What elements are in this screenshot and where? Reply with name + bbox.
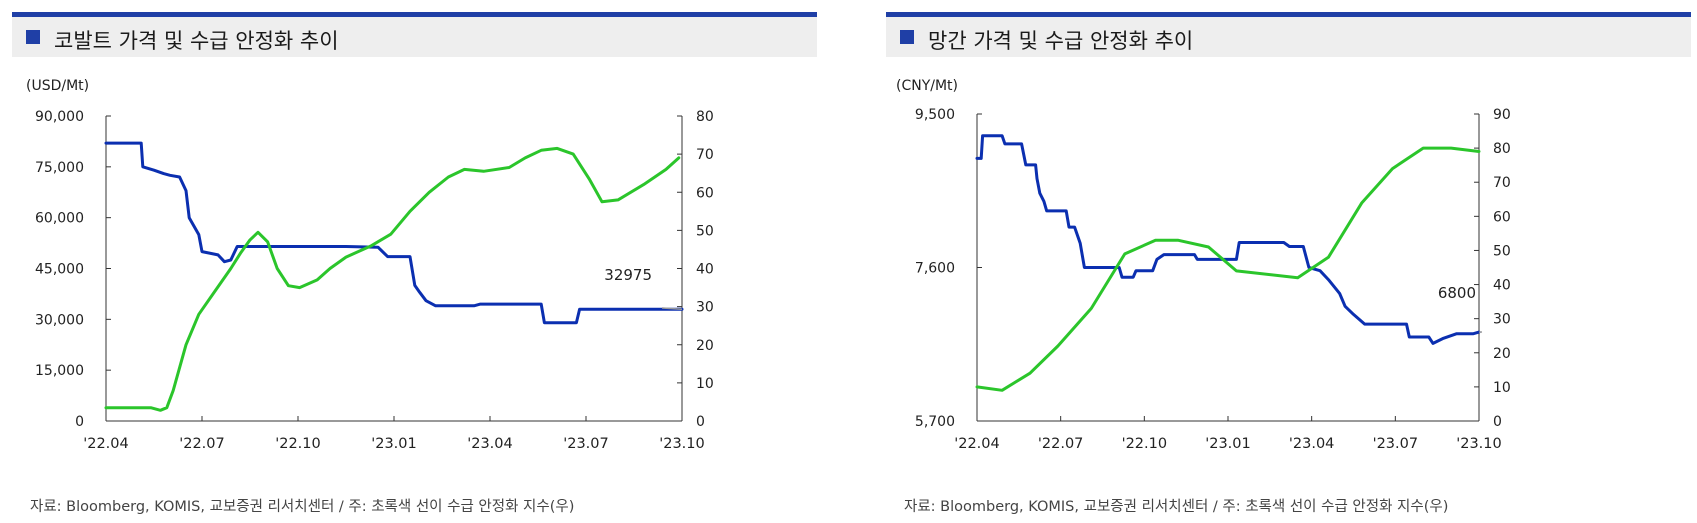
left-tick-label: 75,000 [35,160,84,176]
x-tick-label: '22.10 [275,436,321,452]
title-square-icon [26,30,40,44]
chart-title: 코발트 가격 및 수급 안정화 추이 [54,29,339,53]
right-tick-label: 60 [696,185,714,201]
x-tick-label: '23.01 [1205,436,1251,452]
right-tick-label: 0 [1493,414,1502,430]
x-tick-label: '23.01 [371,436,417,452]
right-tick-label: 70 [1493,175,1511,191]
right-tick-label: 80 [696,109,714,125]
manganese-chart: (CNY/Mt) 9,500 7,600 5,700 90 80 70 60 50 40 30 20 1… [896,78,1511,452]
cobalt-chart: (USD/Mt) 90,000 75,000 60,000 45,000 30,000 15… [26,78,714,452]
right-tick-label: 30 [696,300,714,316]
x-tick-label: '22.04 [83,436,129,452]
x-tick-label: '22.07 [179,436,225,452]
left-tick-label: 45,000 [35,262,84,278]
header-bar [12,12,817,17]
cobalt-chart-panel: 코발트 가격 및 수급 안정화 추이 (USD/Mt) 90,000 75,000 6… [12,0,817,523]
price-series-line [975,134,1481,345]
right-tick-label: 70 [696,147,714,163]
callout-leader [661,307,683,310]
x-tick-label: '22.07 [1038,436,1084,452]
right-tick-label: 10 [696,376,714,392]
header-bar [886,12,1691,17]
callout-label: 6800 [1438,284,1476,302]
right-tick-label: 90 [1493,107,1511,123]
right-tick-label: 20 [696,338,714,354]
x-tick-label: '23.10 [1456,436,1502,452]
left-tick-label: 7,600 [915,261,955,277]
right-tick-label: 30 [1493,312,1511,328]
left-tick-label: 90,000 [35,109,84,125]
right-tick-label: 80 [1493,141,1511,157]
x-tick-label: '22.10 [1122,436,1168,452]
left-tick-label: 60,000 [35,211,84,227]
price-series-line [104,141,684,325]
x-tick-label: '23.07 [1373,436,1419,452]
title-bar: 망간 가격 및 수급 안정화 추이 [886,17,1691,57]
x-tick-label: '22.04 [954,436,1000,452]
supply-index-line [975,146,1481,392]
left-tick-label: 9,500 [915,107,955,123]
x-tick-label: '23.07 [563,436,609,452]
x-tick-label: '23.04 [1289,436,1335,452]
x-tick-label: '23.04 [467,436,513,452]
left-axis-unit: (CNY/Mt) [896,78,958,94]
right-tick-label: 40 [1493,278,1511,294]
chart-title: 망간 가격 및 수급 안정화 추이 [928,29,1194,53]
right-tick-label: 50 [696,223,714,239]
left-tick-label: 15,000 [35,363,84,379]
left-axis-unit: (USD/Mt) [26,78,89,94]
source-note: 자료: Bloomberg, KOMIS, 교보증권 리서치센터 / 주: 초록… [904,499,1449,515]
callout-label: 32975 [604,266,652,284]
title-square-icon [900,30,914,44]
right-tick-label: 10 [1493,380,1511,396]
x-tick-label: '23.10 [659,436,705,452]
right-tick-label: 20 [1493,346,1511,362]
manganese-chart-panel: 망간 가격 및 수급 안정화 추이 (CNY/Mt) 9,500 7,600 5,70… [886,0,1691,523]
supply-index-line [104,146,681,412]
right-tick-label: 40 [696,262,714,278]
right-tick-label: 0 [696,414,705,430]
source-note: 자료: Bloomberg, KOMIS, 교보증권 리서치센터 / 주: 초록… [30,499,575,515]
right-tick-label: 50 [1493,243,1511,259]
left-tick-label: 5,700 [915,414,955,430]
right-tick-label: 60 [1493,209,1511,225]
title-bar: 코발트 가격 및 수급 안정화 추이 [12,17,817,57]
left-tick-label: 30,000 [35,312,84,328]
left-tick-label: 0 [75,414,84,430]
